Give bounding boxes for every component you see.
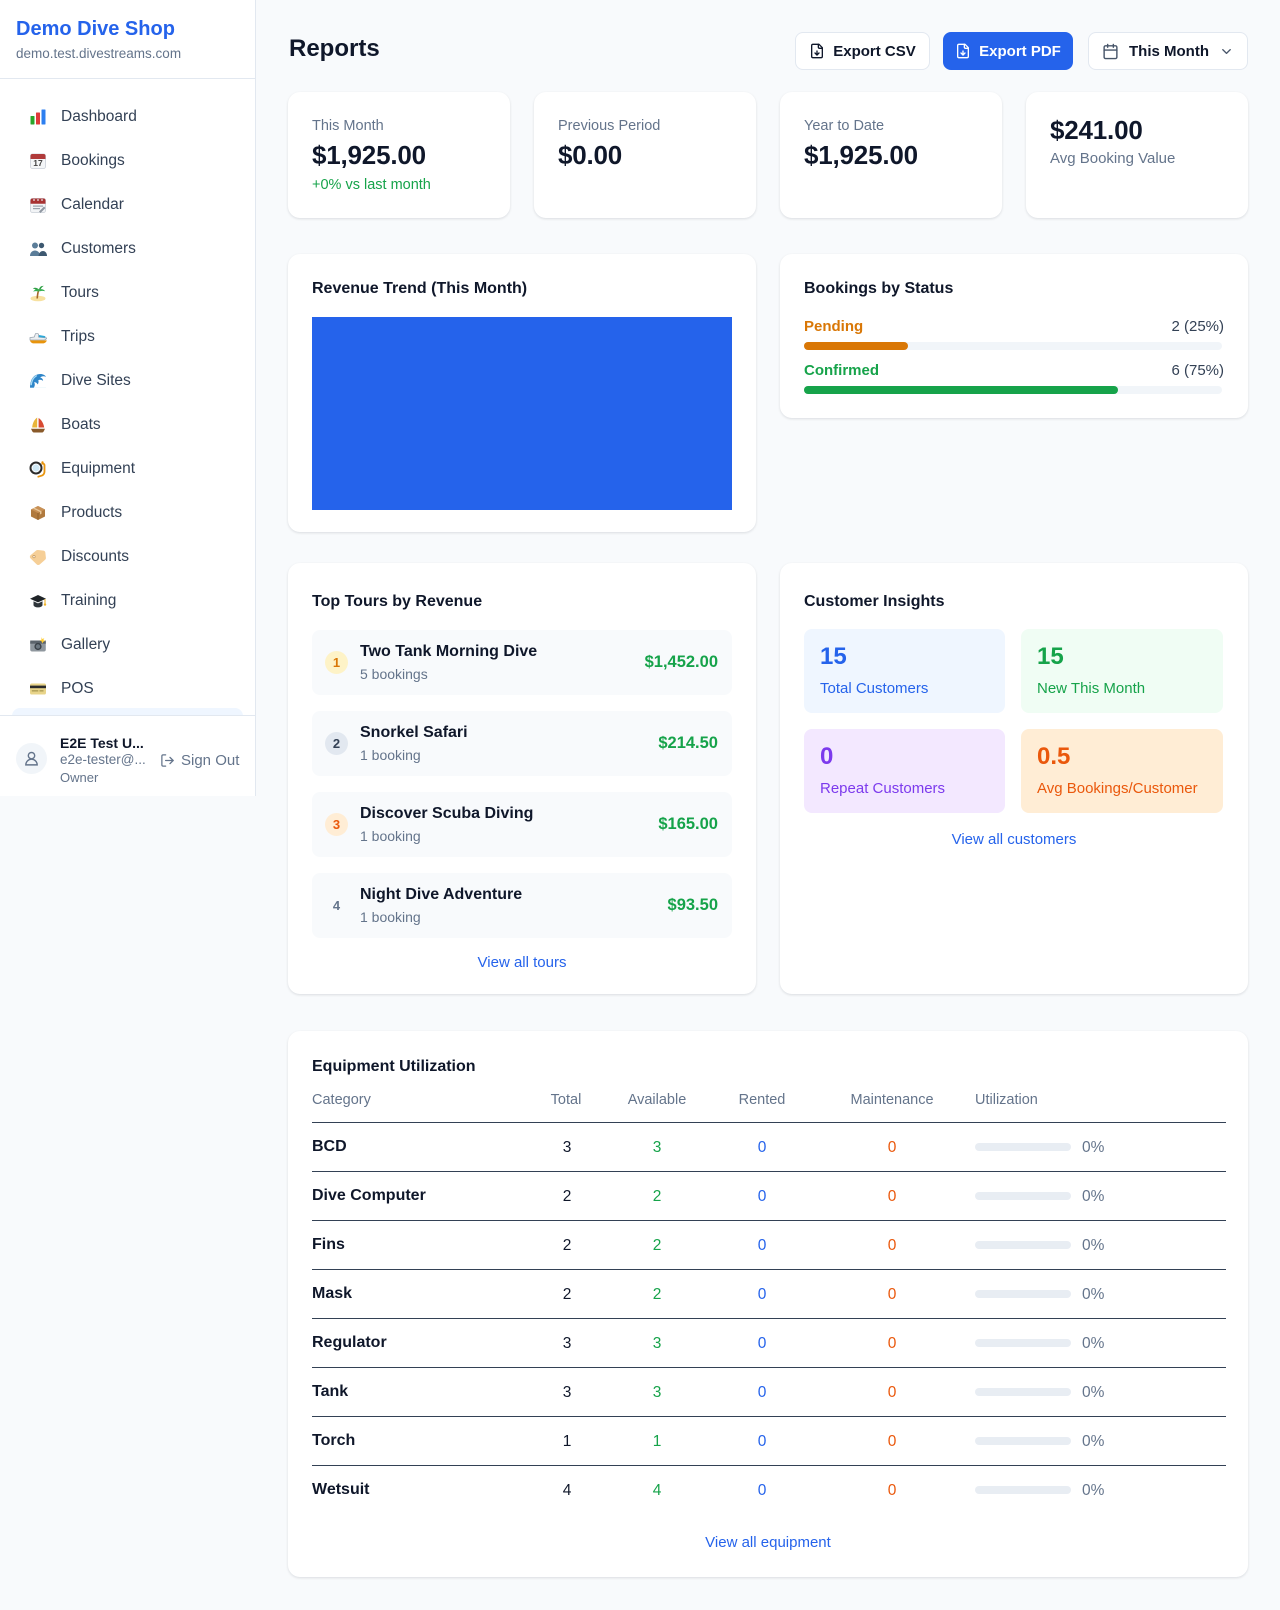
svg-text:17: 17 [33, 158, 43, 168]
